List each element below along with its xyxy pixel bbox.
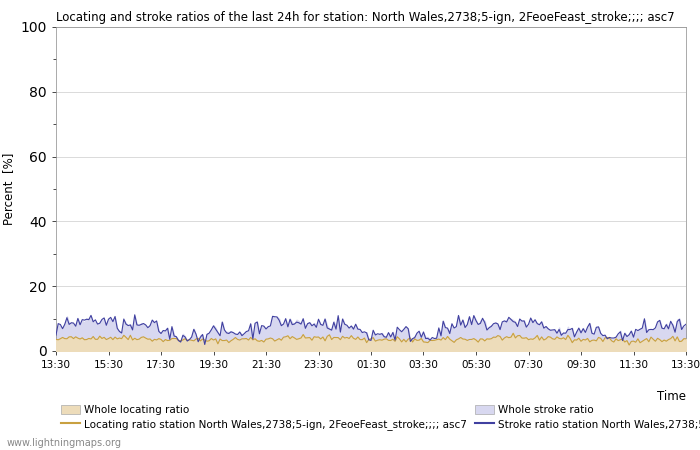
Text: Locating and stroke ratios of the last 24h for station: North Wales,2738;5-ign, : Locating and stroke ratios of the last 2… [56, 11, 675, 24]
Text: www.lightningmaps.org: www.lightningmaps.org [7, 438, 122, 448]
Legend: Whole locating ratio, Locating ratio station North Wales,2738;5-ign, 2FeoeFeast_: Whole locating ratio, Locating ratio sta… [61, 405, 700, 430]
Text: Time: Time [657, 390, 686, 403]
Y-axis label: Percent  [%]: Percent [%] [2, 153, 15, 225]
